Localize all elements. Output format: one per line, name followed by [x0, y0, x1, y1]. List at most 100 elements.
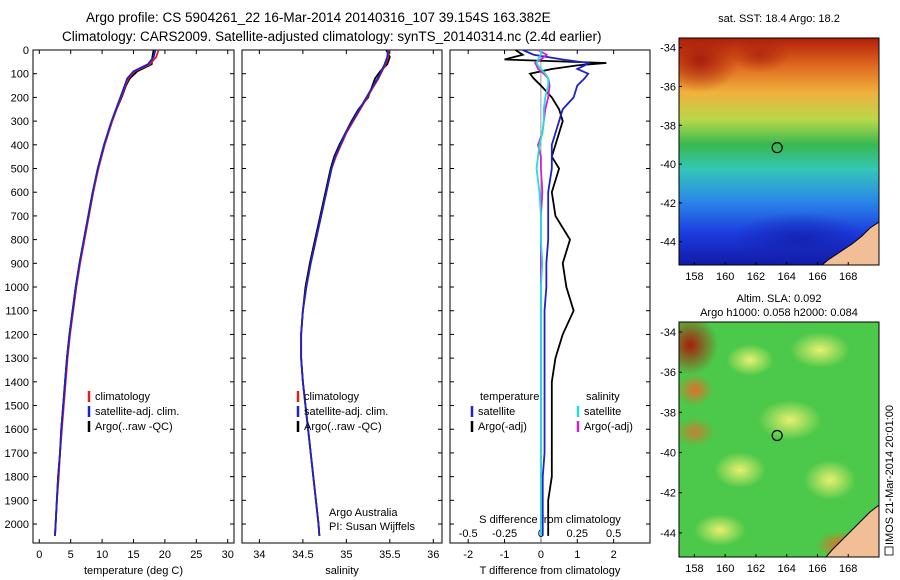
sst-cool-patch: [730, 212, 870, 265]
sst-map: sat. SST: 18.4 Argo: 18.2 158 160 162 164 16…: [660, 13, 880, 283]
sst_map-xtick-label: 158: [685, 271, 703, 283]
temperature-series-climatology: [54, 49, 160, 536]
depth-tick-label: 500: [11, 164, 29, 176]
salinity-xtick-label: 34: [253, 549, 265, 561]
difference-xtick-label: 0: [538, 549, 544, 561]
depth-tick-label: 1700: [5, 448, 29, 460]
difference-series-sal-satellite: [535, 50, 550, 536]
depth-tick-label: 2000: [5, 519, 29, 531]
sla-land: [825, 504, 879, 557]
depth-tick-label: 1000: [5, 282, 29, 294]
temperature-legend-label: satellite-adj. clim.: [95, 406, 179, 418]
sla_map-xtick-label: 164: [778, 563, 796, 575]
difference-legend-label: satellite: [584, 406, 621, 418]
difference-salinity-tick-label: 0.5: [606, 528, 621, 540]
sla-map-subtitle: Argo h1000: 0.058 h2000: 0.084: [700, 307, 858, 319]
sla_map-ytick-label: -44: [660, 528, 676, 540]
depth-tick-label: 1900: [5, 495, 29, 507]
difference-legend-salinity-heading: salinity: [586, 391, 620, 403]
salinity-legend-label: climatology: [304, 391, 360, 403]
salinity-xtick-label: 35: [340, 549, 352, 561]
sla_map-ytick-label: -36: [660, 367, 676, 379]
difference-xlabel: T difference from climatology: [480, 565, 621, 577]
salinity-legend-label: satellite-adj. clim.: [304, 406, 388, 418]
sla-map: Altim. SLA: 0.092 Argo h1000: 0.058 h200…: [660, 293, 880, 575]
temperature-xtick-label: 0: [36, 549, 42, 561]
header-line-2: Climatology: CARS2009. Satellite-adjuste…: [62, 29, 602, 44]
difference-xtick-label: -2: [463, 549, 473, 561]
sla-mid-2: [790, 332, 850, 368]
depth-tick-label: 1300: [5, 353, 29, 365]
salinity-xtick-label: 35.5: [379, 549, 400, 561]
sla_map-ytick-label: -38: [660, 407, 676, 419]
temperature-panel: 0 5 10 15 20 25 300100200300400500600700800900…: [5, 45, 235, 577]
difference-series-temp-satellite: [522, 49, 591, 536]
sst_map-ytick-label: -34: [660, 43, 676, 55]
temperature-series-argo: [54, 49, 155, 536]
temperature-xtick-label: 20: [159, 549, 171, 561]
sla-argo-marker: [771, 429, 783, 442]
salinity-series-argo: [300, 49, 391, 536]
depth-tick-label: 1600: [5, 424, 29, 436]
difference-salinity-tick-label: -0.5: [459, 528, 478, 540]
sla-mid-3: [758, 400, 822, 440]
temperature-legend-label: climatology: [95, 391, 151, 403]
difference-panel: -2 -1 0 1 2 T difference from climatology S di…: [449, 49, 651, 577]
difference-frame: [449, 49, 651, 544]
temperature-xtick-label: 15: [127, 549, 139, 561]
salinity-series-climatology: [300, 49, 390, 536]
temperature-xtick-label: 25: [190, 549, 202, 561]
depth-tick-label: 300: [11, 116, 29, 128]
sst-warm-core: [679, 38, 740, 92]
salinity-xtick-label: 36: [427, 549, 439, 561]
sst_map-frame: [678, 37, 880, 266]
sla-high-w: [679, 374, 713, 406]
argo-australia-credit: Argo Australia: [329, 507, 398, 519]
sst-warm-patch: [730, 38, 790, 73]
depth-tick-label: 700: [11, 211, 29, 223]
depth-tick-label: 1400: [5, 377, 29, 389]
sla_map-ytick-label: -40: [660, 448, 676, 460]
sst_map-ytick-label: -44: [660, 237, 676, 249]
sst_map-ytick-label: -36: [660, 82, 676, 94]
depth-tick-label: 600: [11, 187, 29, 199]
sst_map-xtick-label: 162: [747, 271, 765, 283]
depth-tick-label: 1100: [5, 306, 29, 318]
sst_map-xtick-label: 166: [808, 271, 826, 283]
sst_map-xtick-label: 164: [778, 271, 796, 283]
sst_map-xtick-label: 168: [839, 271, 857, 283]
sst-argo-marker: [771, 142, 783, 154]
temperature-xtick-label: 5: [68, 549, 74, 561]
depth-tick-label: 1200: [5, 329, 29, 341]
salinity-panel: 34 34.5 35 35.5 36 salinity climatology satelli…: [241, 49, 443, 577]
sla_map-ytick-label: -34: [660, 327, 676, 339]
sla-high-nw: [679, 322, 718, 375]
sla_map-ytick-label: -42: [660, 488, 676, 500]
sst_map-xtick-label: 160: [716, 271, 734, 283]
difference-legend-label: Argo(-adj): [584, 421, 633, 433]
difference-xlabel-salinity: S difference from climatology: [479, 514, 621, 526]
sla-high-sw: [679, 418, 715, 446]
depth-tick-label: 400: [11, 140, 29, 152]
temperature-xtick-label: 10: [96, 549, 108, 561]
temperature-xlabel: temperature (deg C): [84, 565, 183, 577]
depth-tick-label: 800: [11, 235, 29, 247]
temperature-xtick-label: 30: [222, 549, 234, 561]
sst_map-ytick-label: -40: [660, 159, 676, 171]
sla-mid-1: [726, 344, 774, 376]
difference-salinity-tick-label: 0.25: [567, 528, 588, 540]
temperature-frame: [32, 49, 235, 544]
depth-tick-label: 0: [23, 45, 29, 57]
sst-land: [821, 221, 879, 265]
difference-legend-temperature-heading: temperature: [480, 391, 539, 403]
difference-legend-label: satellite: [478, 406, 515, 418]
difference-xtick-label: 1: [574, 549, 580, 561]
sst_map-ytick-label: -38: [660, 120, 676, 132]
sla-mid-4: [714, 452, 766, 488]
sla-mid-6: [694, 514, 746, 546]
header-line-1: Argo profile: CS 5904261_22 16-Mar-2014 …: [86, 10, 551, 25]
difference-series-temp-argo: [504, 49, 607, 536]
depth-tick-label: 900: [11, 258, 29, 270]
difference-legend-label: Argo(-adj): [478, 421, 527, 433]
